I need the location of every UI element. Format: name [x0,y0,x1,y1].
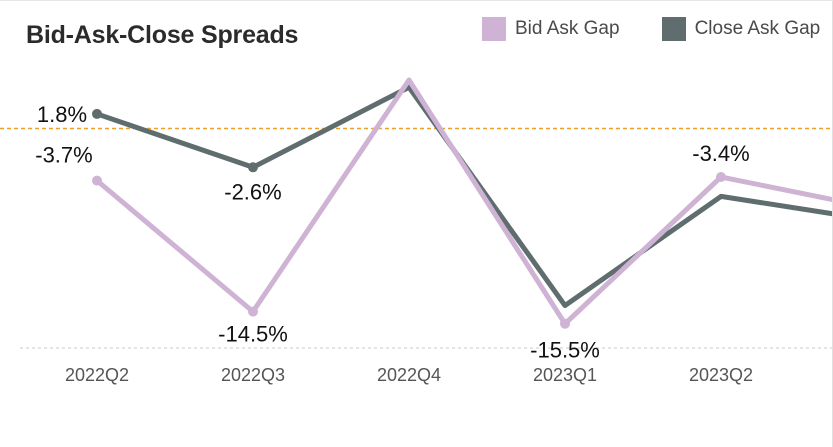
x-tick-label: 2023Q2 [689,365,753,385]
data-label-close-ask-gap: -2.6% [224,179,281,204]
data-label-bid-ask-gap: -3.7% [35,143,92,168]
data-label-bid-ask-gap: -14.5% [218,322,288,347]
data-point-bid-ask-gap [92,175,102,186]
chart-title: Bid-Ask-Close Spreads [26,21,299,49]
x-tick-label: 2023Q1 [533,365,597,385]
legend-label-close-ask-gap: Close Ask Gap [694,18,821,39]
legend-label-bid-ask-gap: Bid Ask Gap [515,18,620,39]
data-point-close-ask-gap [92,108,102,119]
data-label-bid-ask-gap: -3.4% [692,141,749,166]
x-tick-label: 2022Q3 [221,365,285,385]
legend-swatch-bid-ask-gap [482,17,506,41]
data-label-close-ask-gap: 1.8% [37,102,87,127]
data-point-bid-ask-gap [560,318,570,329]
data-point-bid-ask-gap [248,306,258,317]
chart-legend: Bid Ask Gap Close Ask Gap [482,17,820,41]
data-point-close-ask-gap [248,162,258,173]
series-line-close-ask-gap [94,84,833,309]
x-tick-label: 2022Q2 [65,365,129,385]
legend-swatch-close-ask-gap [661,17,686,41]
legend-item-close-ask-gap[interactable]: Close Ask Gap [661,17,821,41]
data-point-bid-ask-gap [716,172,726,182]
x-tick-label: 2022Q4 [377,365,441,385]
legend-item-bid-ask-gap[interactable]: Bid Ask Gap [482,17,620,41]
series-line-bid-ask-gap [94,77,833,327]
data-label-bid-ask-gap: -15.5% [530,338,600,363]
